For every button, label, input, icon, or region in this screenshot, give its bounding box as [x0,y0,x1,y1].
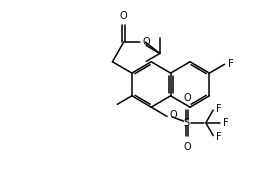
Text: O: O [170,110,177,120]
Text: S: S [184,118,190,128]
Text: F: F [228,59,234,69]
Text: O: O [120,12,127,21]
Text: O: O [143,37,150,47]
Text: O: O [183,142,191,152]
Text: F: F [216,104,221,114]
Text: O: O [183,93,191,103]
Text: F: F [223,118,229,128]
Text: F: F [216,132,221,142]
